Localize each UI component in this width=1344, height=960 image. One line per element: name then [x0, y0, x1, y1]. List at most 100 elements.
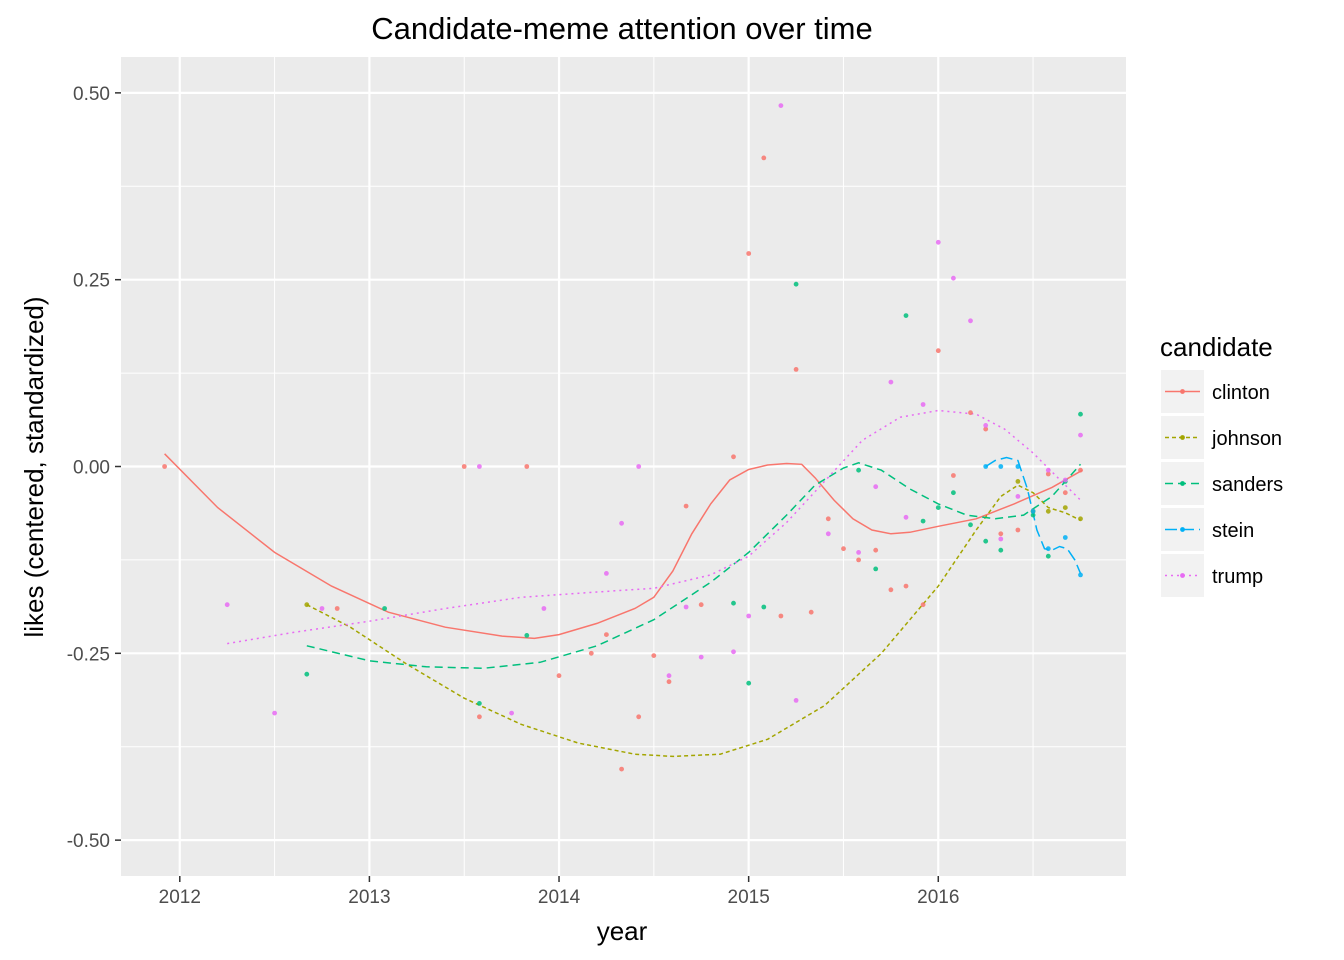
- point-sanders: [920, 518, 926, 524]
- x-tick-label: 2015: [728, 887, 770, 908]
- legend-label-clinton: clinton: [1212, 382, 1270, 404]
- point-trump: [903, 514, 909, 520]
- point-clinton: [524, 464, 530, 469]
- x-tick-label: 2013: [348, 887, 390, 908]
- point-clinton: [604, 632, 609, 637]
- trend-lines: [164, 409, 1083, 758]
- point-trump: [1062, 477, 1068, 483]
- legend-title: candidate: [1160, 332, 1273, 362]
- point-sanders: [477, 701, 482, 706]
- point-trump: [951, 275, 956, 281]
- point-trump: [778, 103, 784, 108]
- point-clinton: [334, 606, 340, 611]
- x-axis-title: year: [597, 916, 648, 946]
- legend-dot-trump: [1180, 573, 1185, 578]
- point-clinton: [856, 557, 861, 563]
- point-sanders: [304, 671, 310, 677]
- point-sanders: [746, 680, 752, 686]
- point-stein: [998, 464, 1004, 469]
- point-sanders: [873, 566, 879, 572]
- legend-label-sanders: sanders: [1212, 474, 1283, 496]
- point-trump: [604, 571, 609, 576]
- point-trump: [1045, 467, 1051, 473]
- point-trump: [935, 239, 941, 245]
- point-clinton: [935, 348, 941, 354]
- legend: candidate clinton johnson sanders stein trum…: [1160, 332, 1283, 597]
- point-clinton: [683, 503, 689, 509]
- trend-line-clinton: [164, 453, 1083, 640]
- data-points: [162, 103, 1083, 772]
- point-clinton: [556, 673, 562, 679]
- point-trump: [683, 604, 689, 610]
- point-clinton: [1078, 467, 1083, 473]
- point-trump: [793, 698, 799, 703]
- point-stein: [1078, 572, 1083, 578]
- point-stein: [1015, 464, 1021, 469]
- point-clinton: [793, 367, 799, 372]
- y-tick-label: 0.50: [73, 84, 110, 105]
- point-trump: [636, 464, 642, 469]
- point-trump: [272, 710, 277, 716]
- x-tick-label: 2014: [538, 887, 581, 908]
- point-trump: [666, 673, 672, 679]
- point-trump: [968, 318, 973, 324]
- point-clinton: [666, 679, 672, 685]
- point-sanders: [524, 633, 530, 638]
- grid-major: [121, 57, 1126, 876]
- legend-dot-stein: [1180, 527, 1185, 532]
- point-sanders: [1045, 553, 1051, 559]
- point-clinton: [968, 410, 973, 416]
- point-clinton: [841, 546, 846, 552]
- point-clinton: [808, 609, 814, 615]
- point-trump: [825, 531, 831, 537]
- point-stein: [1030, 508, 1036, 514]
- point-trump: [983, 423, 989, 428]
- chart-title: Candidate-meme attention over time: [371, 11, 872, 46]
- legend-label-stein: stein: [1212, 520, 1254, 542]
- point-sanders: [1030, 512, 1036, 518]
- point-clinton: [651, 653, 657, 658]
- point-trump: [1078, 432, 1083, 438]
- point-stein: [1045, 546, 1051, 552]
- point-sanders: [983, 538, 989, 544]
- point-clinton: [698, 602, 704, 608]
- point-trump: [920, 402, 926, 407]
- point-trump: [1015, 494, 1021, 499]
- point-trump: [319, 606, 325, 611]
- point-sanders: [856, 467, 861, 473]
- point-clinton: [636, 714, 642, 720]
- point-trump: [477, 464, 482, 469]
- point-stein: [1062, 535, 1068, 540]
- point-clinton: [761, 155, 767, 161]
- point-clinton: [903, 583, 909, 589]
- point-trump: [998, 536, 1004, 542]
- point-sanders: [903, 313, 909, 318]
- point-trump: [873, 484, 879, 490]
- y-tick-label: 0.00: [73, 458, 110, 479]
- point-sanders: [968, 522, 973, 528]
- point-clinton: [778, 613, 784, 619]
- point-johnson: [1045, 508, 1051, 514]
- x-tick-label: 2016: [917, 887, 959, 908]
- point-clinton: [461, 464, 467, 469]
- point-sanders: [731, 600, 736, 606]
- x-tick-label: 2012: [159, 887, 201, 908]
- point-clinton: [873, 547, 879, 553]
- point-clinton: [1015, 527, 1021, 533]
- trend-line-trump: [227, 409, 1082, 645]
- point-sanders: [935, 505, 941, 510]
- point-sanders: [793, 281, 799, 287]
- point-trump: [856, 550, 861, 555]
- point-johnson: [1062, 505, 1068, 510]
- point-sanders: [998, 547, 1004, 553]
- point-trump: [509, 710, 514, 716]
- point-clinton: [1045, 471, 1051, 477]
- point-clinton: [983, 426, 989, 432]
- point-clinton: [825, 516, 831, 522]
- point-trump: [746, 613, 752, 619]
- legend-dot-sanders: [1180, 481, 1185, 486]
- x-axis: 2012 2013 2014 2015 2016: [159, 876, 959, 908]
- point-clinton: [998, 531, 1004, 537]
- point-trump: [698, 654, 704, 660]
- point-trump: [224, 602, 230, 608]
